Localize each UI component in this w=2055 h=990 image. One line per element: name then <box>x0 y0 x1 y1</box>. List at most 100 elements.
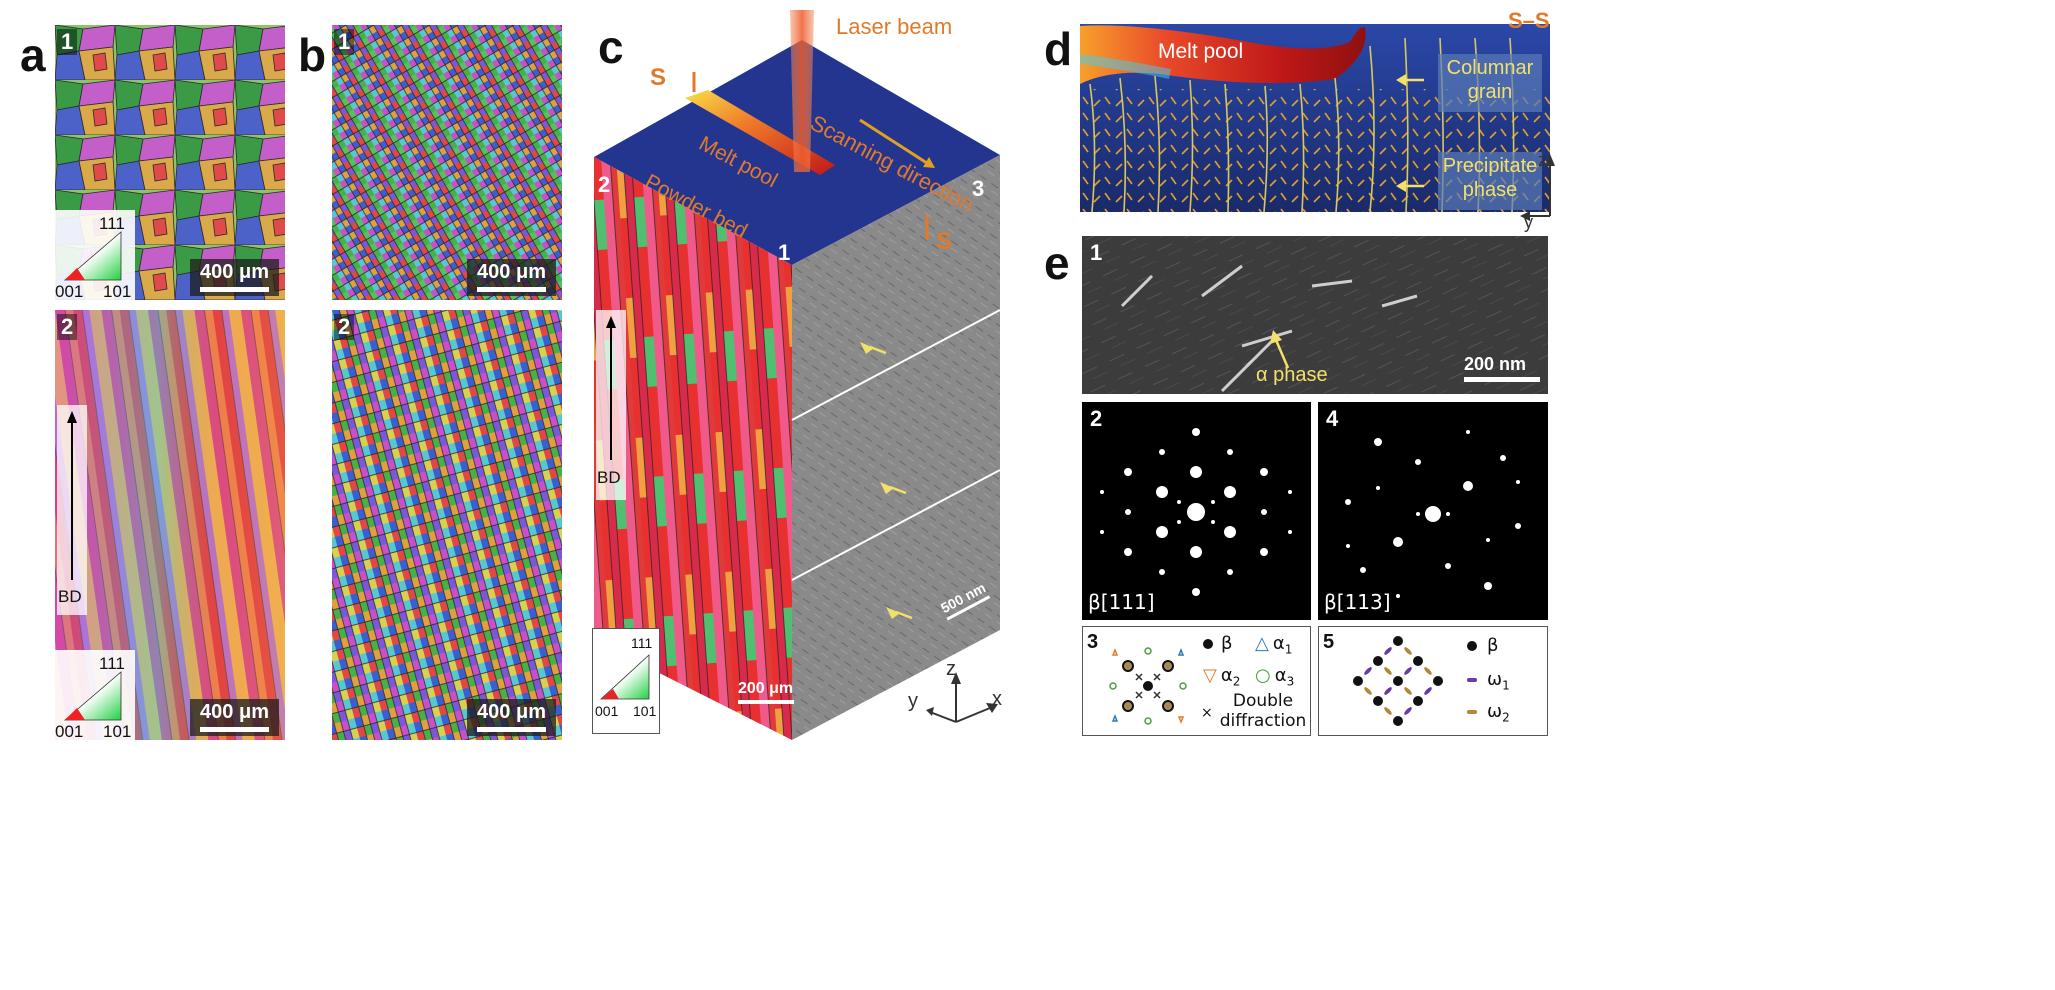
panel-c2-label: 2 <box>598 172 611 197</box>
ipf-legend-a1: 111 001 101 <box>55 210 135 300</box>
legend-alpha1: △ α1 <box>1255 633 1293 657</box>
legend-alpha3-subscript: 3 <box>1286 674 1295 689</box>
panel-b1-label: 1 <box>334 29 355 55</box>
legend-beta-e5-text: β <box>1487 635 1499 656</box>
panel-e3-key: 3 β △ α1 ▽ α2 ○ α3 × <box>1082 626 1311 736</box>
ebsd-side-face <box>594 157 792 740</box>
ipf-label-111: 111 <box>99 654 125 673</box>
scale-bar-a2: 400 μm <box>190 699 279 736</box>
legend-omega2: ω2 <box>1467 701 1510 725</box>
panel-letter-c: c <box>598 21 624 73</box>
legend-alpha2-subscript: 2 <box>1232 674 1241 689</box>
panel-b2-ebsd-map: 2 400 μm <box>332 310 562 740</box>
legend-beta-e3: β <box>1203 633 1233 654</box>
panel-b1-ebsd-map: 1 400 μm <box>332 25 562 300</box>
panel-e2-spots <box>1100 428 1292 596</box>
panel-e2-diffraction-pattern: 2 β[111] <box>1082 402 1311 620</box>
axis-y-label-d: y <box>1524 212 1533 232</box>
columnar-grain-boundaries <box>1089 37 1515 213</box>
legend-omega1: ω1 <box>1467 669 1510 693</box>
scanning-direction-arrow <box>923 157 935 168</box>
alpha-phase-arrow <box>1270 330 1290 369</box>
zone-axis-label-e2: β[111] <box>1088 590 1155 614</box>
panel-b1-grains <box>332 25 562 300</box>
legend-omega1-subscript: 1 <box>1502 678 1510 693</box>
legend-alpha1-subscript: 1 <box>1284 642 1293 657</box>
tem-arrow-1 <box>860 342 874 354</box>
legend-beta-e3-text: β <box>1221 633 1233 654</box>
legend-alpha3: ○ α3 <box>1255 665 1295 689</box>
panel-e1-label: 1 <box>1090 240 1103 265</box>
panel-c-axes <box>926 672 998 723</box>
scale-bar-a1-label: 400 μm <box>200 261 269 283</box>
ipf-label-111: 111 <box>99 214 125 233</box>
panel-e5-key: 5 β ω1 ω2 <box>1318 626 1548 736</box>
panel-e4-diffraction-pattern: 4 β[113] <box>1318 402 1548 620</box>
columnar-grain-label: Columnar grain <box>1446 57 1534 103</box>
panel-d-melt-pool-section <box>1080 24 1550 213</box>
legend-alpha2: ▽ α2 <box>1203 665 1241 689</box>
scale-bar-b1-label: 400 μm <box>477 261 546 283</box>
ipf-legend-c: 111 001 101 <box>592 628 660 734</box>
legend-alpha1-text: α <box>1272 633 1285 654</box>
scale-bar-a2-label: 400 μm <box>200 701 269 723</box>
panel-e4-label: 4 <box>1326 406 1339 431</box>
tem-arrow-3 <box>886 607 900 619</box>
ipf-label-101: 101 <box>103 722 132 740</box>
panel-e1-dark-field-image: 1 α phase 200 nm <box>1082 236 1548 394</box>
scale-bar-b1: 400 μm <box>467 259 556 296</box>
bd-label-a: BD <box>58 587 82 606</box>
scale-bar-c-ebsd: 200 μm <box>738 680 794 704</box>
legend-omega2-text: ω <box>1487 701 1503 722</box>
panel-d-axes <box>1520 154 1555 221</box>
panel-e4-spots <box>1345 430 1521 598</box>
legend-double-diffraction-text: Double diffraction <box>1219 691 1307 731</box>
ipf-triangle-c <box>599 654 650 700</box>
alpha-phase-label: α phase <box>1256 364 1328 386</box>
panel-e5-label: 5 <box>1323 631 1335 653</box>
beta-spots <box>1122 660 1174 712</box>
panel-e5-schematic <box>1353 636 1443 726</box>
scale-bar-a1: 400 μm <box>190 259 279 296</box>
panel-e2-label: 2 <box>1090 406 1103 431</box>
legend-alpha2-text: α <box>1220 665 1233 686</box>
build-direction-indicator-a: BD <box>57 405 87 615</box>
legend-omega2-subscript: 2 <box>1502 710 1510 725</box>
panel-e1-texture <box>1082 236 1548 394</box>
bd-arrow-c <box>606 316 616 460</box>
axis-z-label-c: z <box>946 658 956 680</box>
ipf-triangle-a1 <box>63 231 122 281</box>
ipf-label-001: 001 <box>55 722 84 740</box>
section-label-d: S–S <box>1508 8 1550 33</box>
axis-x-label-c: x <box>992 688 1002 710</box>
laser-beam-label: Laser beam <box>836 14 953 39</box>
ipf-label-001: 001 <box>55 282 84 300</box>
panel-a1-ebsd-map: 1 111 001 101 400 μm <box>55 25 285 300</box>
section-mark-s-right: S <box>936 228 953 255</box>
panel-e3-schematic <box>1109 647 1187 725</box>
section-mark-s-left: S <box>650 64 667 91</box>
panel-a2-ebsd-map: 2 BD 111 001 101 400 μm <box>55 310 285 740</box>
panel-letter-a: a <box>20 29 46 81</box>
bd-arrow-a <box>67 411 77 580</box>
panel-b2-label: 2 <box>334 314 355 340</box>
legend-beta-e5: β <box>1467 635 1499 656</box>
ipf-label-101: 101 <box>103 282 132 300</box>
scale-bar-e1-label: 200 nm <box>1464 354 1527 374</box>
panel-c3-label: 3 <box>972 176 985 201</box>
panel-c-3d-block <box>594 10 1001 740</box>
scale-bar-e1: 200 nm <box>1464 354 1540 382</box>
legend-alpha3-text: α <box>1274 665 1287 686</box>
build-direction-indicator-c: BD <box>596 310 626 500</box>
panel-a2-label: 2 <box>57 314 78 340</box>
panel-e3-label: 3 <box>1087 631 1099 653</box>
legend-omega1-text: ω <box>1487 669 1503 690</box>
scale-bar-b2: 400 μm <box>467 699 556 736</box>
melt-pool-label-d: Melt pool <box>1158 40 1244 63</box>
panel-b2-grains <box>332 310 562 740</box>
tem-arrow-2 <box>880 482 894 494</box>
ipf-legend-a2: 111 001 101 <box>55 650 135 740</box>
precipitate-phase-label: Precipitate phase <box>1442 155 1538 201</box>
axis-y-label-c: y <box>908 690 918 712</box>
tem-side-face <box>792 155 1000 740</box>
